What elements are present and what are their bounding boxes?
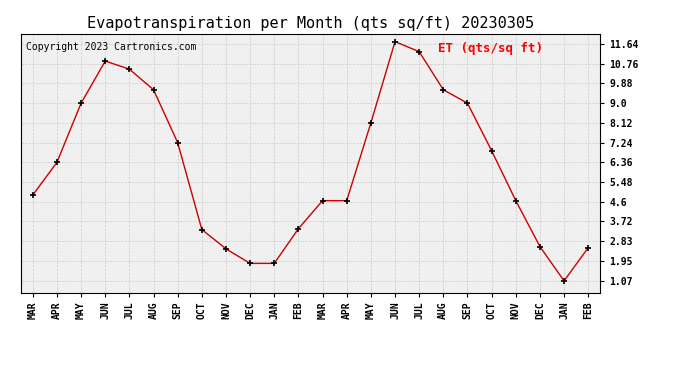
Text: Copyright 2023 Cartronics.com: Copyright 2023 Cartronics.com <box>26 42 197 51</box>
Title: Evapotranspiration per Month (qts sq/ft) 20230305: Evapotranspiration per Month (qts sq/ft)… <box>87 16 534 31</box>
Text: ET (qts/sq ft): ET (qts/sq ft) <box>438 42 543 54</box>
